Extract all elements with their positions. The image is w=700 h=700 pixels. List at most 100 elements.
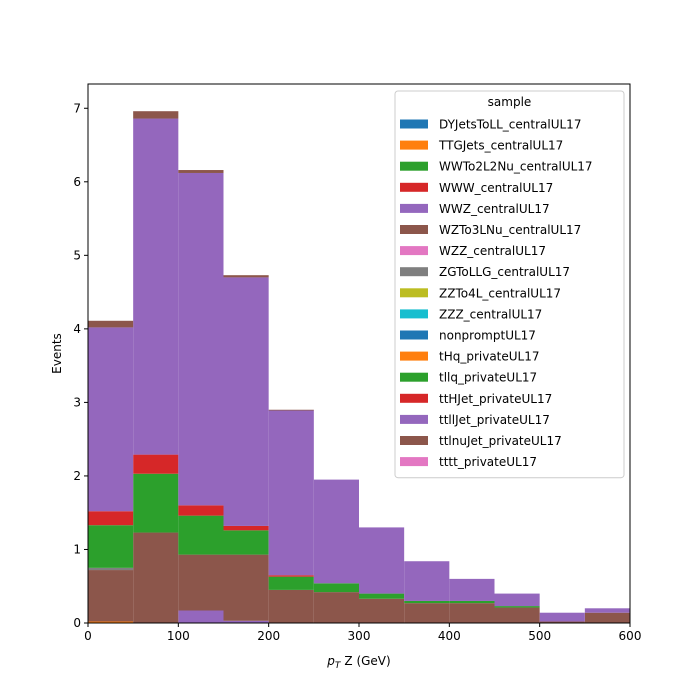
bar-s14-b1 bbox=[133, 118, 179, 455]
x-axis-label: pT Z (GeV) bbox=[326, 654, 390, 671]
bar-s14-b9 bbox=[494, 593, 540, 607]
bar-s14-b3 bbox=[223, 277, 269, 526]
bar-s5-b2 bbox=[178, 554, 224, 611]
bar-s15-b4 bbox=[268, 409, 314, 411]
legend-label-6: WZZ_centralUL17 bbox=[439, 244, 546, 258]
bar-s14-b0 bbox=[88, 327, 134, 512]
bar-s12-b3 bbox=[223, 530, 269, 555]
legend-swatch-5 bbox=[400, 225, 428, 234]
legend-swatch-3 bbox=[400, 182, 428, 192]
bar-s14-b5 bbox=[313, 479, 359, 584]
x-axis-ticks: 0 100 200 300 400 500 600 bbox=[84, 623, 641, 643]
bar-s12-b0 bbox=[88, 525, 134, 568]
legend-swatch-12 bbox=[400, 372, 428, 382]
bar-s5-b7 bbox=[404, 603, 450, 623]
legend-label-2: WWTo2L2Nu_centralUL17 bbox=[439, 160, 593, 174]
y-tick-label-6: 6 bbox=[73, 175, 81, 189]
x-tick-label-100: 100 bbox=[167, 629, 190, 643]
x-tick-label-200: 200 bbox=[257, 629, 280, 643]
y-tick-label-3: 3 bbox=[73, 395, 81, 409]
x-axis-label-prefix: p bbox=[326, 654, 335, 668]
legend-label-11: tHq_privateUL17 bbox=[439, 350, 540, 364]
bar-s14-b11 bbox=[584, 608, 630, 613]
legend-label-8: ZZTo4L_centralUL17 bbox=[439, 286, 561, 300]
x-tick-label-600: 600 bbox=[619, 629, 642, 643]
bar-s5-b3 bbox=[223, 554, 269, 621]
bar-s12-b9 bbox=[494, 606, 540, 608]
bar-s1-b0 bbox=[88, 621, 134, 623]
y-tick-label-1: 1 bbox=[73, 542, 81, 556]
bar-s12-b7 bbox=[404, 600, 450, 604]
x-tick-label-0: 0 bbox=[84, 629, 92, 643]
bar-s14-b6 bbox=[359, 527, 405, 594]
y-tick-label-0: 0 bbox=[73, 616, 81, 630]
bar-s13-b4 bbox=[268, 575, 314, 577]
legend-swatch-6 bbox=[400, 246, 428, 256]
legend-label-15: ttlnuJet_privateUL17 bbox=[439, 434, 562, 448]
legend-swatch-4 bbox=[400, 203, 428, 213]
legend-label-16: tttt_privateUL17 bbox=[439, 455, 537, 469]
y-tick-label-2: 2 bbox=[73, 469, 81, 483]
legend-swatch-9 bbox=[400, 309, 428, 319]
x-axis-label-text: Z (GeV) bbox=[344, 654, 390, 668]
bar-s5-b1 bbox=[133, 532, 179, 623]
bar-s14-b10 bbox=[539, 612, 585, 622]
bar-s15-b2 bbox=[178, 170, 224, 173]
bar-s15-b3 bbox=[223, 275, 269, 278]
legend-label-0: DYJetsToLL_centralUL17 bbox=[439, 118, 581, 132]
y-tick-label-7: 7 bbox=[73, 101, 81, 115]
bar-s5-b8 bbox=[449, 603, 495, 623]
legend-entries: DYJetsToLL_centralUL17 TTGJets_centralUL1… bbox=[400, 118, 593, 469]
bar-s12-b1 bbox=[133, 473, 179, 533]
y-axis-ticks: 0 1 2 3 4 5 6 7 bbox=[73, 101, 88, 630]
legend-label-4: WWZ_centralUL17 bbox=[439, 202, 550, 216]
bar-s5-b9 bbox=[494, 607, 540, 623]
bar-s14-b2 bbox=[178, 172, 224, 506]
y-tick-label-5: 5 bbox=[73, 248, 81, 262]
legend-label-9: ZZZ_centralUL17 bbox=[439, 307, 542, 321]
legend-label-14: ttllJet_privateUL17 bbox=[439, 413, 550, 427]
x-axis-label-subscript: T bbox=[335, 661, 342, 671]
bar-s13-b1 bbox=[133, 454, 179, 474]
legend-swatch-16 bbox=[400, 457, 428, 467]
x-tick-label-400: 400 bbox=[438, 629, 461, 643]
legend-label-7: ZGToLLG_centralUL17 bbox=[439, 265, 570, 279]
legend-swatch-13 bbox=[400, 393, 428, 403]
legend-swatch-7 bbox=[400, 267, 428, 277]
legend-label-12: tllq_privateUL17 bbox=[439, 371, 537, 385]
bar-s7-b0 bbox=[88, 567, 134, 571]
bar-s12-b8 bbox=[449, 600, 495, 604]
legend-label-13: ttHJet_privateUL17 bbox=[439, 392, 552, 406]
legend-swatch-10 bbox=[400, 330, 428, 340]
legend-swatch-1 bbox=[400, 140, 428, 150]
bar-s12-b4 bbox=[268, 576, 314, 590]
bar-s15-b0 bbox=[88, 320, 134, 328]
x-tick-label-300: 300 bbox=[348, 629, 371, 643]
bar-s4-b2 bbox=[178, 610, 224, 623]
bar-s12-b5 bbox=[313, 583, 359, 593]
legend-swatch-8 bbox=[400, 288, 428, 298]
bar-s12-b6 bbox=[359, 593, 405, 599]
bar-s13-b3 bbox=[223, 525, 269, 531]
legend-title: sample bbox=[488, 95, 532, 109]
bar-s5-b0 bbox=[88, 570, 134, 622]
legend-label-1: TTGJets_centralUL17 bbox=[438, 139, 563, 153]
legend-swatch-14 bbox=[400, 414, 428, 424]
bar-s14-b7 bbox=[404, 561, 450, 601]
bar-s13-b2 bbox=[178, 505, 224, 516]
y-tick-label-4: 4 bbox=[73, 322, 81, 336]
legend-swatch-15 bbox=[400, 436, 428, 445]
bar-s4-b3 bbox=[223, 620, 269, 623]
bar-stack-group bbox=[88, 111, 630, 623]
bar-s5-b4 bbox=[268, 589, 314, 623]
bar-s5-b10 bbox=[539, 621, 585, 623]
bar-s5-b5 bbox=[313, 592, 359, 623]
legend-label-3: WWW_centralUL17 bbox=[439, 181, 553, 195]
bar-s14-b8 bbox=[449, 578, 495, 601]
legend-swatch-11 bbox=[400, 351, 428, 361]
bar-s14-b4 bbox=[268, 410, 314, 576]
legend-label-5: WZTo3LNu_centralUL17 bbox=[439, 223, 581, 237]
y-axis-label: Events bbox=[50, 333, 64, 374]
legend: sample DYJetsToLL_centralUL17 TTGJets_cen… bbox=[394, 90, 625, 479]
